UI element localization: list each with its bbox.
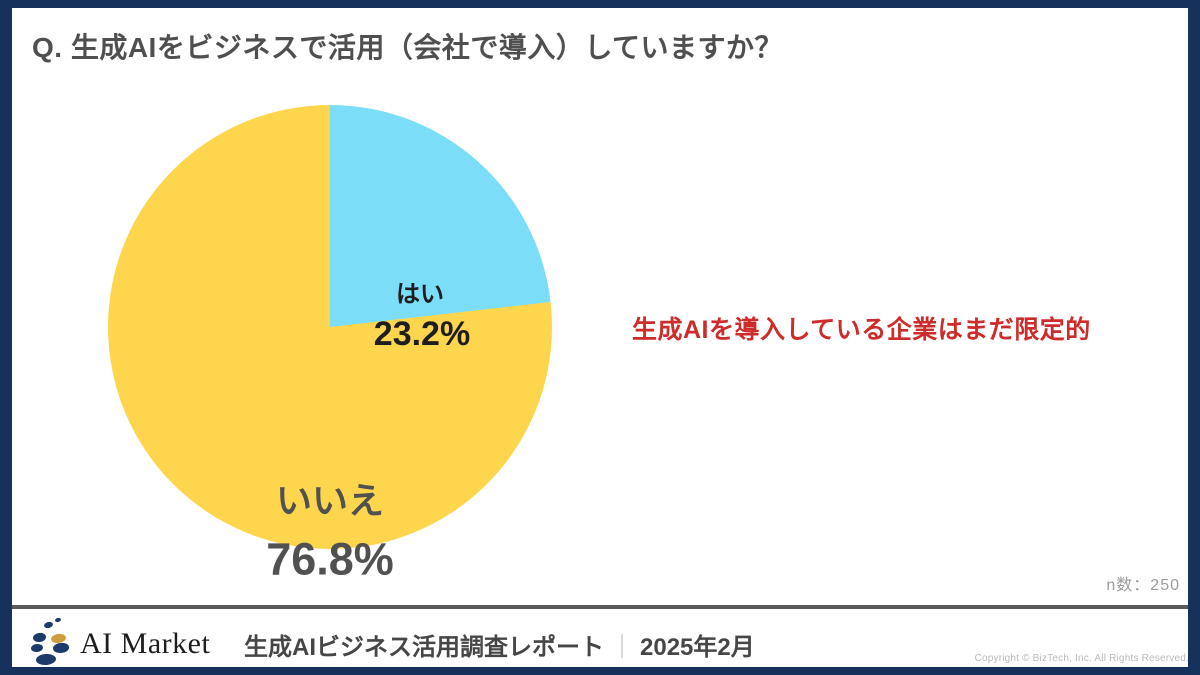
logo-dot: [43, 621, 54, 629]
report-date: 2025年2月: [640, 634, 755, 661]
report-title: 生成AIビジネス活用調査レポート｜ 2025年2月: [244, 627, 755, 662]
report-title-text: 生成AIビジネス活用調査レポート: [244, 634, 604, 661]
annotation-text: 生成AIを導入している企業はまだ限定的: [632, 316, 1091, 344]
slice-yes-value: 23.2%: [373, 315, 471, 353]
sample-size-label: n数：250: [1106, 577, 1180, 594]
logo-dot: [52, 641, 69, 653]
logo-dot: [32, 631, 47, 642]
slice-no-value: 76.8%: [266, 533, 394, 585]
pie-circle: [108, 105, 552, 549]
logo-dot-gold: [49, 632, 66, 644]
footer-divider: [12, 605, 1188, 609]
logo-dot: [30, 642, 43, 653]
logo-text: AI Market: [80, 627, 211, 660]
logo-dot: [35, 652, 57, 666]
logo-dot: [54, 617, 62, 623]
pie-chart: はい 23.2% いいえ 76.8%: [108, 105, 552, 582]
ai-market-logo-icon: [28, 612, 82, 666]
slice-yes-label: はい: [396, 281, 444, 308]
copyright: Copyright © BizTech, Inc. All Rights Res…: [974, 653, 1189, 664]
report-title-separator: ｜: [610, 634, 634, 661]
page-title: Q. 生成AIをビジネスで活用（会社で導入）していますか？: [32, 32, 784, 63]
slice-no-label: いいえ: [275, 480, 385, 521]
